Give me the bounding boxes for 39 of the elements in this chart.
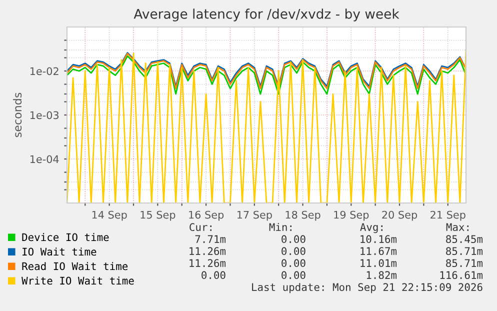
text: 85.45m xyxy=(446,235,483,244)
text: 85.71m xyxy=(446,259,483,268)
legend-label: Write IO Wait time xyxy=(22,276,134,285)
text: 0.00 xyxy=(282,259,306,268)
x-tick-label: 18 Sep xyxy=(286,210,320,221)
x-tick-label: 16 Sep xyxy=(189,210,224,221)
legend-label: IO Wait time xyxy=(22,248,96,256)
text: Last update: Mon Sep 21 22:15:09 2026 xyxy=(252,282,482,294)
x-tick-label: 20 Sep xyxy=(382,210,418,221)
line-series xyxy=(67,55,466,95)
text: 11.67m xyxy=(360,247,397,256)
x-tick-label: 17 Sep xyxy=(237,210,272,221)
x-tick-label: 14 Sep xyxy=(92,210,127,221)
legend-label: Read IO Wait time xyxy=(22,262,128,270)
text: Max: xyxy=(446,223,468,232)
text: 116.61m xyxy=(440,271,483,280)
text: 7.71m xyxy=(195,235,226,243)
x-tick-label: 19 Sep xyxy=(334,210,369,221)
text: Avg: xyxy=(360,223,382,234)
legend-label: Device IO time xyxy=(22,233,109,242)
text: 11.26m xyxy=(190,247,226,256)
chart-title: Average latency for /dev/xvdz - by week xyxy=(134,8,400,22)
text: 0.00 xyxy=(282,271,306,280)
text: 85.71m xyxy=(446,247,483,256)
y-tick-label: 1e-03 xyxy=(30,111,59,120)
text: Min: xyxy=(269,222,292,231)
text: Cur: xyxy=(190,223,212,232)
text: 11.01m xyxy=(360,259,397,268)
y-tick-label: 1e-04 xyxy=(30,155,59,164)
y-axis-title: seconds xyxy=(13,92,22,138)
x-tick-label: 21 Sep xyxy=(430,210,466,221)
x-tick-label: 15 Sep xyxy=(140,210,176,221)
text: 0.00 xyxy=(202,271,226,280)
y-tick-label: 1e-02 xyxy=(30,67,58,76)
text: 0.00 xyxy=(282,247,306,256)
text: 10.16m xyxy=(360,235,397,244)
text: 0.00 xyxy=(282,235,306,244)
text: 1.82m xyxy=(366,271,397,280)
text: 11.26m xyxy=(190,259,226,268)
